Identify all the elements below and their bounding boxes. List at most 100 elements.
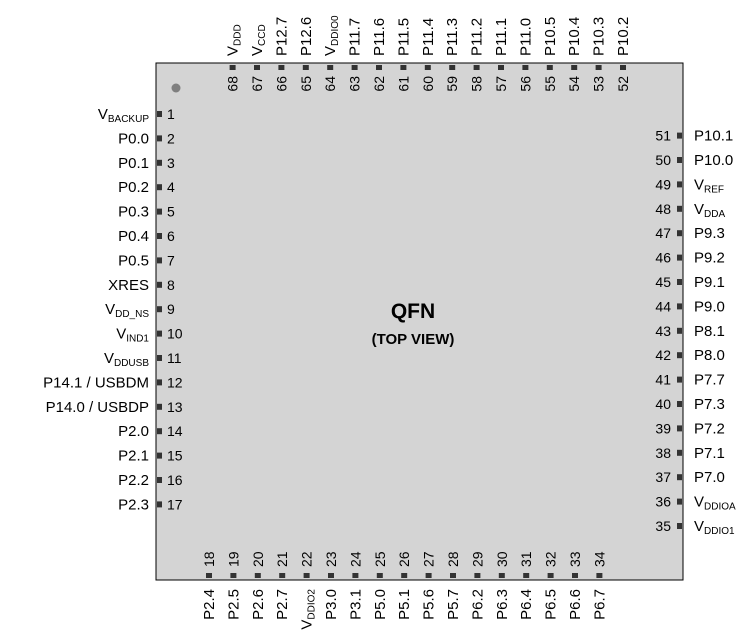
- pin-51-pad: [677, 132, 682, 139]
- pin-42-label: P8.0: [694, 347, 725, 364]
- pin-38-number: 38: [655, 445, 671, 461]
- pin-28-pad: [450, 573, 456, 578]
- pin-30-pad: [498, 573, 505, 578]
- pin-17-pad: [157, 501, 162, 508]
- pin-18-label: P2.4: [201, 589, 218, 620]
- pin-6-number: 6: [167, 228, 175, 244]
- pin-34-pad: [596, 573, 603, 578]
- pin-19-number: 19: [225, 551, 241, 567]
- pin-49-number: 49: [655, 176, 671, 192]
- pin-6-label: P0.4: [118, 228, 149, 245]
- pin-14-label: P2.0: [118, 423, 149, 440]
- pin-53-pad: [595, 65, 602, 70]
- pin-9-number: 9: [167, 301, 175, 317]
- pin-66-label: P12.7: [273, 17, 290, 56]
- pin-43-label: P8.1: [694, 323, 725, 340]
- pin-5-label: P0.3: [118, 204, 149, 221]
- pin-49-pad: [677, 181, 682, 188]
- pin-47-number: 47: [655, 225, 671, 241]
- pin-50-number: 50: [655, 152, 671, 168]
- pin-52-pad: [620, 65, 626, 70]
- pin-42-number: 42: [655, 347, 671, 363]
- pin-61-number: 61: [395, 76, 411, 92]
- pin-23-label: P3.0: [323, 589, 340, 620]
- pin-16-pad: [157, 477, 162, 483]
- pin-66-pad: [278, 65, 285, 70]
- pin-62-pad: [376, 65, 382, 70]
- pin-24-pad: [352, 573, 359, 578]
- pin-29-pad: [474, 573, 481, 578]
- pin-13-number: 13: [167, 399, 183, 415]
- pin-49-label: VREF: [694, 176, 724, 195]
- pin-48-number: 48: [655, 201, 671, 217]
- pin-59-number: 59: [444, 76, 460, 92]
- pin-43-pad: [677, 327, 682, 334]
- pin-25-label: P5.0: [372, 589, 389, 620]
- pin-34-number: 34: [591, 551, 607, 567]
- pin-15-pad: [157, 452, 162, 459]
- pin-30-number: 30: [494, 551, 510, 567]
- pin-67-label: VCCD: [249, 24, 268, 56]
- pin-58-pad: [473, 65, 480, 70]
- pin-6-pad: [157, 233, 162, 239]
- pin-41-pad: [677, 376, 682, 383]
- pin-64-number: 64: [322, 76, 338, 92]
- pin-40-number: 40: [655, 396, 671, 412]
- pin-27-label: P5.6: [421, 589, 438, 620]
- pin-1-label: VBACKUP: [98, 106, 149, 125]
- pin-20-number: 20: [250, 551, 266, 567]
- pin-55-pad: [546, 65, 553, 70]
- pin-13-label: P14.0 / USBDP: [46, 399, 149, 416]
- pin-group: 1 VBACKUP 2 P0.0 3 P0.1 4 P0.2 5 P0.3 6 P0.4 7 P0.5 8 X…: [43, 15, 736, 630]
- pin-51-label: P10.1: [694, 128, 733, 145]
- pin-48-pad: [677, 205, 682, 212]
- pin-9-label: VDD_NS: [105, 301, 149, 320]
- pin-25-pad: [376, 573, 383, 578]
- pin-10-label: VIND1: [116, 326, 149, 345]
- pin-65-number: 65: [298, 76, 314, 92]
- pin-29-label: P6.2: [469, 589, 486, 620]
- pin-24-number: 24: [347, 551, 363, 567]
- pin-45-pad: [677, 279, 682, 285]
- pin-15-label: P2.1: [118, 448, 149, 465]
- pin-64-label: VDDIO0: [322, 15, 341, 56]
- pin-47-pad: [677, 230, 682, 237]
- pin-20-pad: [254, 573, 261, 578]
- pin-11-number: 11: [167, 350, 182, 366]
- pin-45-number: 45: [655, 274, 671, 290]
- pin-39-number: 39: [655, 420, 671, 436]
- pin-58-number: 58: [469, 76, 485, 92]
- pin-30-label: P6.3: [494, 589, 511, 620]
- pin-18-pad: [206, 573, 212, 578]
- pin-12-number: 12: [167, 374, 183, 390]
- pin-5-pad: [157, 208, 162, 215]
- pin-37-number: 37: [655, 469, 671, 485]
- pin-36-number: 36: [655, 494, 671, 510]
- pin-16-number: 16: [167, 472, 183, 488]
- pin-19-pad: [230, 573, 237, 578]
- pin-17-number: 17: [167, 496, 183, 512]
- pin-65-label: P12.6: [298, 17, 315, 56]
- pin-24-label: P3.1: [347, 589, 364, 620]
- pin-57-number: 57: [493, 76, 509, 92]
- pin-8-number: 8: [167, 277, 175, 293]
- pin-59-label: P11.3: [444, 18, 461, 56]
- pin-44-number: 44: [655, 298, 671, 314]
- pin-35-label: VDDIO1: [694, 518, 735, 537]
- pin-43-number: 43: [655, 323, 671, 339]
- pin-21-number: 21: [274, 551, 290, 567]
- pin-60-pad: [424, 65, 431, 70]
- pin-65-pad: [302, 65, 309, 70]
- pin-1-pad: [157, 111, 162, 117]
- pin-48-label: VDDA: [694, 201, 725, 220]
- pin-14-number: 14: [167, 423, 183, 439]
- pin-50-label: P10.0: [694, 152, 733, 169]
- pin-31-number: 31: [518, 551, 534, 567]
- pin-52-label: P10.2: [615, 17, 632, 56]
- pin-23-pad: [328, 573, 334, 578]
- pin-54-number: 54: [566, 76, 582, 92]
- package-subtitle: (TOP VIEW): [372, 331, 455, 348]
- pin-16-label: P2.2: [118, 472, 149, 489]
- pin-38-pad: [677, 449, 682, 456]
- pin-36-pad: [677, 498, 682, 505]
